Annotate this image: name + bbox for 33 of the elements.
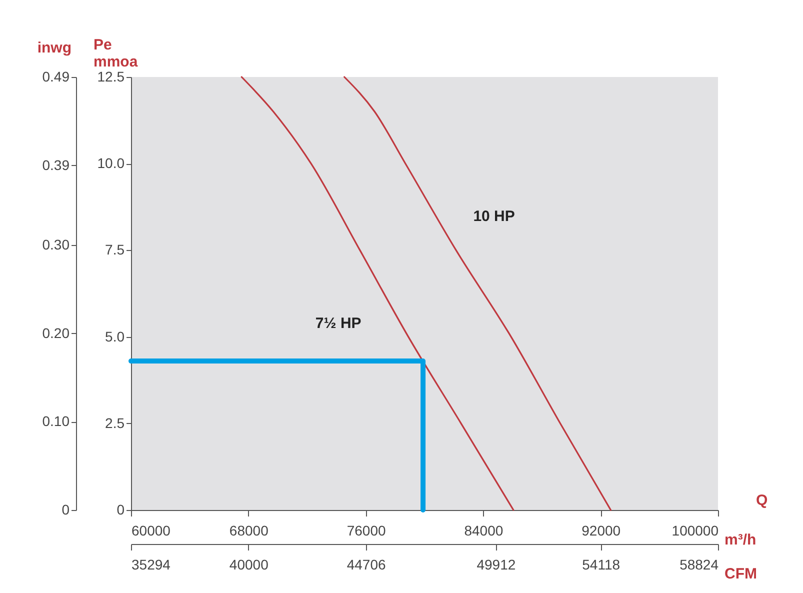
y-axis-title: Pe mmoa — [94, 36, 138, 70]
x-tick-label: 68000 — [229, 522, 269, 538]
y-tick-label: 2.5 — [105, 414, 125, 431]
y-tick-label: 7.5 — [105, 242, 125, 258]
y-tick-label: 0 — [116, 502, 125, 518]
x2-tick-label: 40000 — [229, 556, 269, 572]
x-axis-title: m³/h — [724, 532, 756, 548]
x2-tick-label: 35294 — [132, 556, 171, 572]
y2-tick-label: 0.49 — [42, 68, 70, 84]
y2-tick-label: 0.39 — [42, 156, 70, 173]
x-tick-label: 100000 — [672, 522, 719, 538]
line-series — [240, 76, 514, 511]
y2-tick-label: 0 — [62, 502, 70, 518]
line-series — [344, 76, 612, 511]
y2-tick-label: 0.10 — [42, 413, 70, 430]
y2-tick-label: 0.20 — [42, 324, 70, 341]
x-tick-label: 76000 — [346, 522, 386, 538]
x2-tick-label: 58824 — [680, 556, 719, 572]
y2-axis-title: inwg — [37, 40, 72, 56]
x2-tick-label: 54118 — [582, 556, 620, 572]
text: 7½ HP — [315, 314, 362, 332]
x2-tick-label: 44706 — [346, 556, 386, 572]
x-tick-label: 92000 — [582, 522, 621, 538]
series-label: 10 HP — [473, 208, 515, 226]
text: Q — [756, 492, 768, 509]
y-tick-label: 12.5 — [97, 68, 125, 84]
x2-axis-title: CFM — [724, 566, 757, 582]
y2-tick-label: 0.30 — [42, 236, 70, 252]
x-tick-label: 60000 — [132, 522, 171, 538]
y-tick-label: 5.0 — [105, 328, 125, 344]
x-tick-label: 84000 — [464, 522, 504, 538]
x2-tick-label: 49912 — [476, 556, 516, 572]
y-tick-label: 10.0 — [97, 155, 125, 172]
